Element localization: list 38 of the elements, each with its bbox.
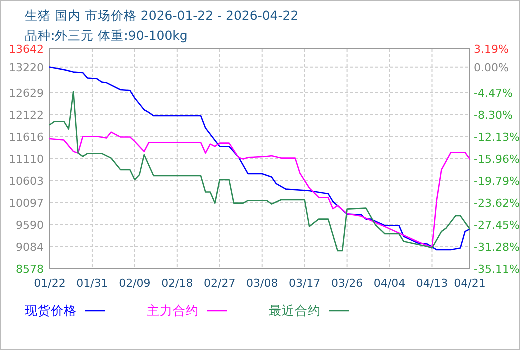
chart-subtitle: 品种:外三元 体重:90-100kg — [25, 28, 188, 43]
y-tick-label: 13220 — [9, 61, 44, 74]
legend-label: 主力合约 — [147, 303, 199, 318]
x-tick-label: 03/08 — [246, 277, 278, 290]
y2-tick-label: -4.47% — [474, 87, 513, 100]
y2-tick-label: -8.30% — [474, 109, 513, 122]
x-tick-label: 01/31 — [76, 277, 108, 290]
y-tick-label: 8578 — [16, 263, 44, 276]
chart-title: 生猪 国内 市场价格 2026-01-22 - 2026-04-22 — [25, 8, 299, 23]
x-tick-label: 03/17 — [288, 277, 321, 290]
y2-tick-label: -15.96% — [474, 153, 520, 166]
x-tick-label: 04/04 — [374, 277, 406, 290]
y-tick-label: 13642 — [9, 43, 44, 56]
y-tick-label: 11110 — [9, 153, 44, 166]
legend-label: 最近合约 — [269, 303, 321, 318]
x-tick-label: 02/27 — [204, 277, 236, 290]
x-tick-label: 03/26 — [331, 277, 364, 290]
y2-tick-label: -19.79% — [474, 175, 520, 188]
y2-tick-label: -31.28% — [474, 241, 520, 254]
x-tick-label: 04/21 — [454, 277, 486, 290]
y2-tick-label: 0.00% — [474, 61, 509, 74]
y2-tick-label: 3.19% — [474, 43, 509, 56]
x-tick-label: 02/09 — [119, 277, 151, 290]
y2-tick-label: -23.62% — [474, 197, 520, 210]
x-tick-label: 02/18 — [162, 277, 194, 290]
y2-tick-label: -27.45% — [474, 219, 520, 232]
y2-tick-label: -35.11% — [474, 263, 520, 276]
y-tick-label: 10603 — [9, 175, 44, 188]
legend-label: 现货价格 — [25, 303, 77, 318]
y-tick-label: 12122 — [9, 109, 44, 122]
x-tick-label: 01/22 — [34, 277, 66, 290]
y2-tick-label: -12.13% — [474, 131, 520, 144]
y-tick-label: 9084 — [16, 241, 44, 254]
y-tick-label: 9590 — [16, 219, 44, 232]
x-tick-label: 04/13 — [416, 277, 448, 290]
y-tick-label: 11616 — [9, 131, 44, 144]
y-tick-label: 12629 — [9, 87, 44, 100]
y-tick-label: 10097 — [9, 197, 44, 210]
